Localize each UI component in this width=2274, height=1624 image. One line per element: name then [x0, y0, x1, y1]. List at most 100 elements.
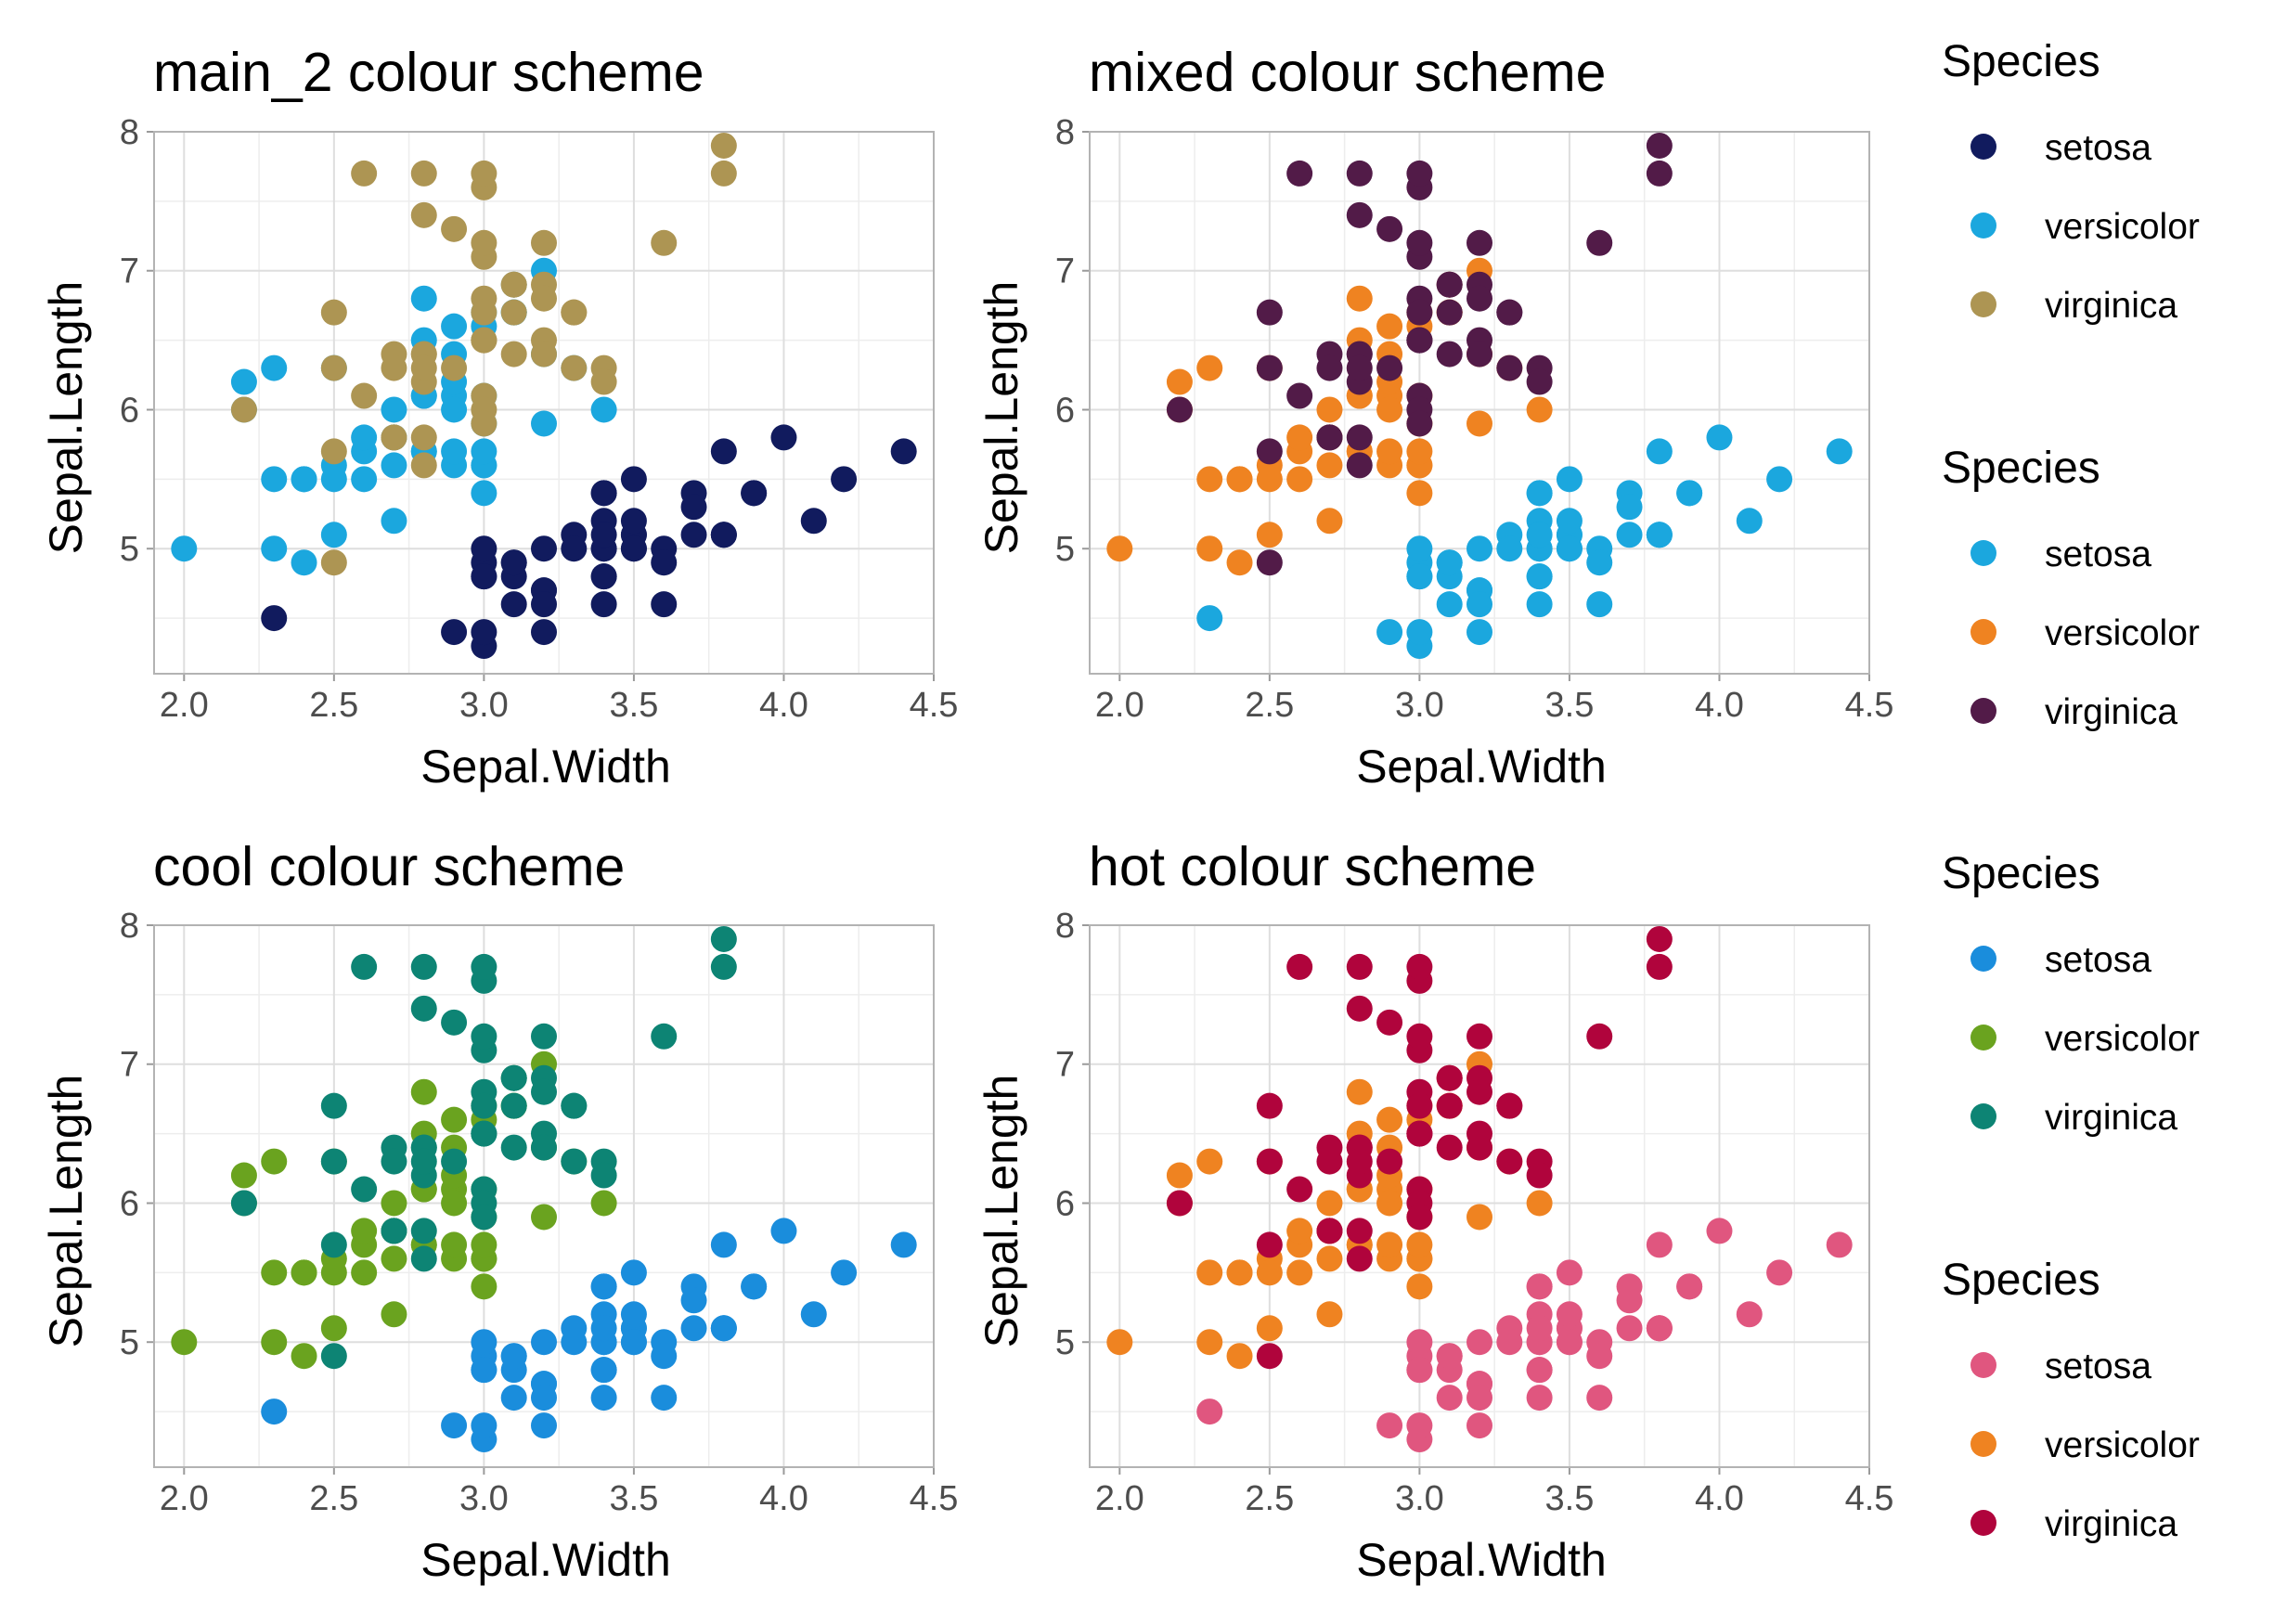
data-point-virginica: [381, 1218, 407, 1244]
y-tick-label: 8: [120, 907, 139, 946]
data-point-virginica: [1496, 1148, 1523, 1175]
data-point-virginica: [1466, 1134, 1492, 1161]
data-point-virginica: [351, 1176, 378, 1203]
data-point-virginica: [1466, 285, 1492, 312]
data-point-virginica: [381, 354, 407, 381]
data-point-versicolor: [1166, 368, 1193, 395]
data-point-virginica: [1346, 1218, 1373, 1244]
data-point-setosa: [1706, 1218, 1733, 1244]
data-point-virginica: [1316, 354, 1343, 381]
data-point-versicolor: [1166, 1162, 1193, 1189]
data-point-versicolor: [320, 1315, 347, 1342]
data-point-versicolor: [261, 466, 288, 493]
data-point-virginica: [1286, 1176, 1313, 1203]
data-point-setosa: [680, 522, 707, 548]
data-point-versicolor: [351, 1218, 378, 1244]
data-point-setosa: [1196, 605, 1223, 632]
data-point-virginica: [351, 953, 378, 980]
data-point-setosa: [590, 1273, 617, 1300]
data-point-versicolor: [1466, 1204, 1492, 1231]
legend-title: Species: [1942, 1256, 2100, 1305]
data-point-versicolor: [1196, 1329, 1223, 1356]
panel-title: hot colour scheme: [1089, 836, 1536, 897]
data-point-setosa: [531, 1329, 557, 1356]
data-point-setosa: [471, 619, 497, 646]
data-point-setosa: [1496, 1329, 1523, 1356]
y-tick-label: 8: [1055, 113, 1075, 152]
data-point-virginica: [320, 1231, 347, 1258]
legend-title: Species: [1942, 444, 2100, 493]
data-point-virginica: [230, 396, 257, 423]
legend-title: Species: [1942, 37, 2100, 86]
data-point-virginica: [1376, 1148, 1403, 1175]
data-point-versicolor: [1316, 1301, 1343, 1328]
data-point-virginica: [471, 1023, 497, 1050]
data-point-versicolor: [1376, 438, 1403, 465]
x-tick-label: 2.0: [160, 1479, 209, 1518]
data-point-versicolor: [1316, 508, 1343, 535]
data-point-setosa: [531, 619, 557, 646]
data-point-virginica: [1256, 438, 1283, 465]
data-point-virginica: [531, 1134, 557, 1161]
data-point-virginica: [1436, 341, 1463, 367]
data-point-setosa: [1406, 563, 1433, 590]
data-point-versicolor: [1316, 1190, 1343, 1217]
data-point-virginica: [381, 424, 407, 451]
data-point-virginica: [351, 160, 378, 187]
x-tick-label: 4.0: [1695, 686, 1744, 725]
y-tick-label: 7: [120, 1046, 139, 1085]
data-point-setosa: [620, 466, 647, 493]
data-point-versicolor: [1376, 396, 1403, 423]
data-point-setosa: [1826, 1231, 1853, 1258]
data-point-virginica: [1286, 160, 1313, 187]
panel-title: mixed colour scheme: [1089, 42, 1606, 103]
data-point-setosa: [531, 1412, 557, 1439]
data-point-versicolor: [1106, 535, 1133, 562]
data-point-versicolor: [171, 535, 198, 562]
data-point-setosa: [441, 619, 468, 646]
data-point-setosa: [1646, 1315, 1673, 1342]
legend-label-versicolor: versicolor: [2045, 1425, 2200, 1465]
data-point-virginica: [1256, 354, 1283, 381]
x-axis-label: Sepal.Width: [420, 741, 671, 793]
data-point-virginica: [381, 1148, 407, 1175]
data-point-versicolor: [381, 452, 407, 479]
data-point-virginica: [1256, 549, 1283, 576]
data-point-setosa: [710, 522, 737, 548]
data-point-virginica: [1496, 299, 1523, 326]
data-point-versicolor: [351, 466, 378, 493]
data-point-virginica: [471, 327, 497, 354]
data-point-setosa: [1586, 591, 1613, 618]
data-point-versicolor: [261, 1148, 288, 1175]
data-point-virginica: [1376, 1009, 1403, 1036]
data-point-setosa: [471, 1357, 497, 1384]
panel-title: main_2 colour scheme: [153, 42, 704, 103]
legend-key-setosa: [1970, 946, 1996, 972]
x-tick-label: 4.0: [759, 686, 808, 725]
data-point-virginica: [320, 1148, 347, 1175]
data-point-setosa: [680, 1315, 707, 1342]
data-point-versicolor: [1526, 396, 1553, 423]
data-point-virginica: [590, 1162, 617, 1189]
data-point-virginica: [500, 1064, 527, 1091]
data-point-setosa: [500, 1343, 527, 1370]
data-point-versicolor: [261, 354, 288, 381]
data-point-versicolor: [1286, 424, 1313, 451]
y-tick-label: 5: [120, 530, 139, 569]
data-point-setosa: [651, 591, 678, 618]
data-point-virginica: [1376, 354, 1403, 381]
data-point-setosa: [471, 535, 497, 562]
data-point-versicolor: [261, 535, 288, 562]
panel-border: [1089, 131, 1870, 675]
legend-key-setosa: [1970, 540, 1996, 566]
data-point-virginica: [1526, 368, 1553, 395]
data-point-virginica: [410, 1148, 437, 1175]
y-axis-label: Sepal.Length: [975, 281, 1027, 555]
y-tick-label: 6: [1055, 391, 1075, 430]
y-tick-label: 5: [1055, 1323, 1075, 1362]
data-point-virginica: [410, 1218, 437, 1244]
data-point-virginica: [1436, 299, 1463, 326]
data-point-virginica: [1406, 1120, 1433, 1147]
data-point-setosa: [1646, 522, 1673, 548]
data-point-versicolor: [261, 1329, 288, 1356]
